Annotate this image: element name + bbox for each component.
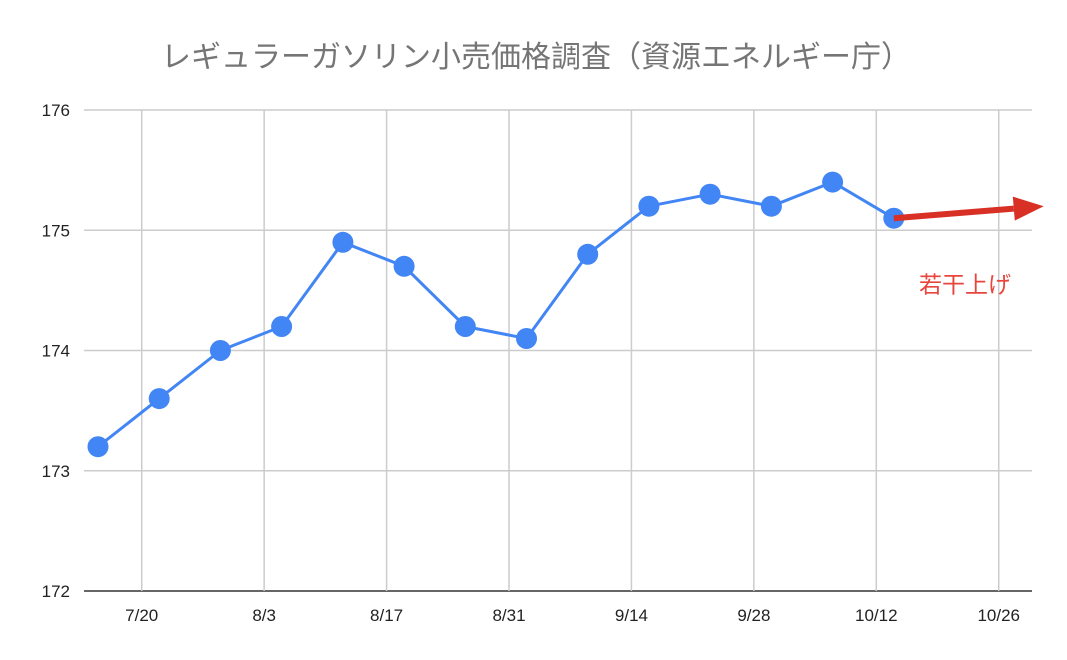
data-point (148, 388, 170, 410)
chart-title: レギュラーガソリン小売価格調査（資源エネルギー庁） (161, 40, 911, 75)
series-line (96, 180, 896, 449)
y-tick-label: 172 (42, 582, 70, 601)
annotation-arrowhead (1012, 196, 1044, 221)
x-tick-label: 10/26 (977, 606, 1020, 625)
y-tick-label: 175 (42, 221, 70, 240)
annotation-arrow-shaft (893, 205, 1015, 222)
axis-labels: 172 173 174 175 176 7/20 8/3 8/17 8/31 9/14 9/28 10… (42, 101, 1020, 625)
annotation-layer: 若干上げ (893, 196, 1044, 298)
data-point (822, 171, 844, 193)
data-point (332, 231, 354, 253)
x-tick-label: 7/20 (125, 606, 158, 625)
y-tick-label: 174 (42, 342, 70, 361)
x-tick-label: 10/12 (855, 606, 898, 625)
data-point (638, 195, 660, 217)
y-tick-label: 173 (42, 462, 70, 481)
x-tick-label: 9/14 (615, 606, 648, 625)
data-point (209, 340, 231, 361)
data-point (454, 316, 476, 337)
data-point (760, 195, 782, 217)
annotation-label: 若干上げ (919, 272, 1011, 298)
data-point (516, 328, 537, 349)
x-tick-label: 9/28 (737, 606, 770, 625)
series-layer (87, 171, 905, 458)
x-tick-label: 8/31 (492, 606, 525, 625)
data-point (699, 183, 721, 205)
x-tick-label: 8/3 (252, 606, 276, 625)
x-tick-label: 8/17 (370, 606, 403, 625)
data-point (271, 316, 293, 337)
grid (84, 109, 1032, 592)
data-point (87, 436, 109, 458)
y-tick-label: 176 (42, 101, 70, 120)
data-point (393, 255, 415, 277)
data-point (577, 243, 599, 265)
